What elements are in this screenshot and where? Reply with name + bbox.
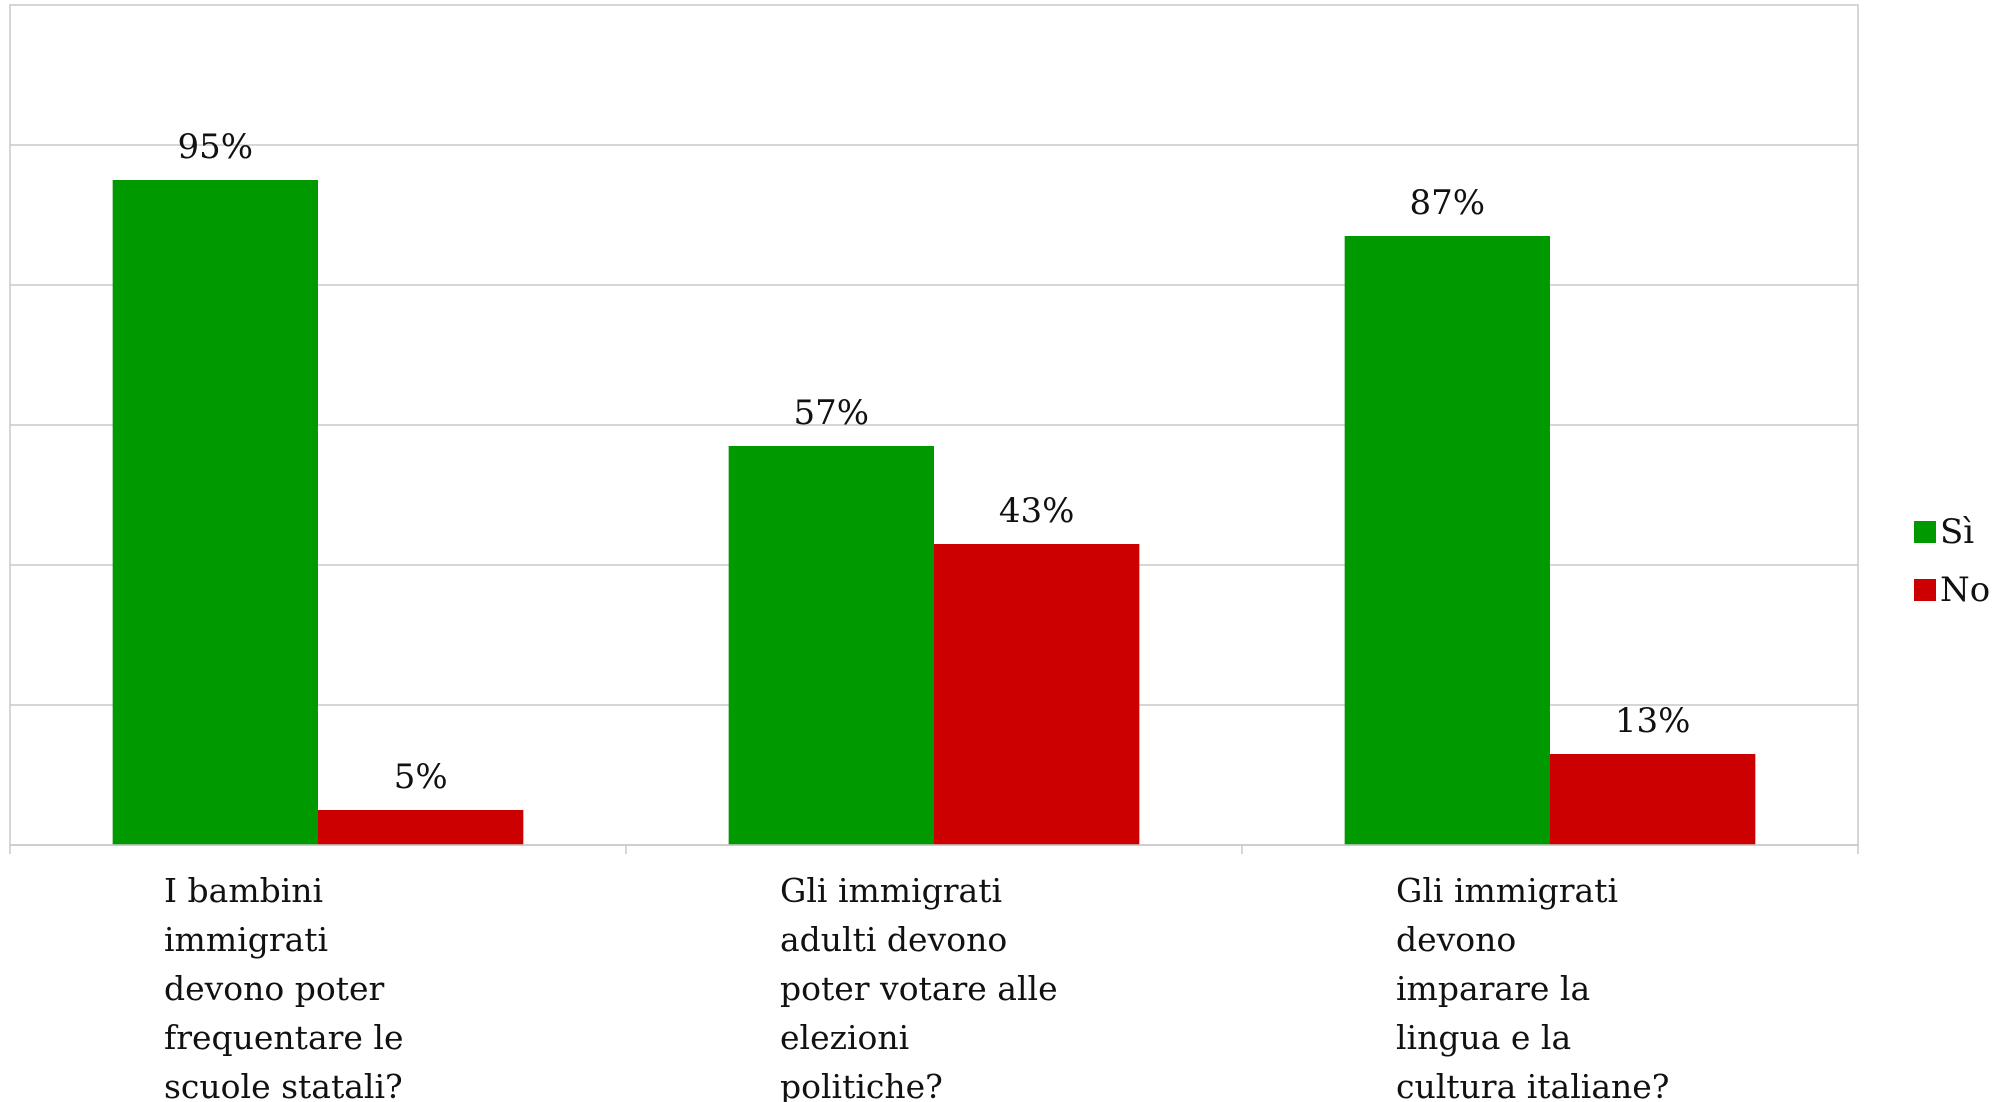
category-label-line: elezioni (780, 1018, 909, 1057)
legend: Sì No (1914, 512, 1990, 610)
legend-swatch-no (1914, 579, 1936, 601)
category-label-line: Gli immigrati (780, 871, 1002, 910)
category-label-line: immigrati (164, 920, 328, 959)
category-label: Gli immigrati devono imparare la lingua e l… (1396, 871, 1670, 1102)
legend-label: No (1940, 570, 1990, 610)
bar-no-1 (318, 810, 524, 845)
bar-no-3 (1550, 754, 1756, 845)
category-labels: I bambini immigrati devono poter frequentar… (164, 871, 1670, 1102)
data-label: 13% (1615, 701, 1691, 741)
bars (112, 180, 1756, 845)
category-label: Gli immigrati adulti devono poter votare a… (780, 871, 1058, 1102)
category-label: I bambini immigrati devono poter frequentar… (164, 871, 404, 1102)
data-label: 57% (794, 393, 870, 433)
category-label-line: Gli immigrati (1396, 871, 1618, 910)
data-label: 87% (1410, 183, 1486, 223)
category-label-line: imparare la (1396, 969, 1590, 1008)
category-label-line: scuole statali? (164, 1067, 403, 1102)
bar-no-2 (934, 544, 1140, 845)
category-label-line: frequentare le (164, 1018, 404, 1057)
category-label-line: poter votare alle (780, 969, 1058, 1008)
bar-si-1 (112, 180, 319, 845)
value-labels: 95% 5% 57% 43% 87% 13% (178, 127, 1691, 797)
category-label-line: I bambini (164, 871, 323, 910)
data-label: 43% (999, 491, 1075, 531)
category-label-line: adulti devono (780, 920, 1007, 959)
category-label-line: politiche? (780, 1067, 943, 1102)
category-label-line: lingua e la (1396, 1018, 1571, 1057)
category-label-line: cultura italiane? (1396, 1067, 1670, 1102)
category-label-line: devono (1396, 920, 1516, 959)
x-axis (9, 844, 1859, 854)
legend-label: Sì (1940, 512, 1974, 552)
data-label: 5% (394, 757, 448, 797)
bar-si-3 (1344, 236, 1550, 845)
bar-si-2 (728, 446, 934, 845)
data-label: 95% (178, 127, 254, 167)
category-label-line: devono poter (164, 969, 385, 1008)
legend-swatch-si (1914, 521, 1936, 543)
